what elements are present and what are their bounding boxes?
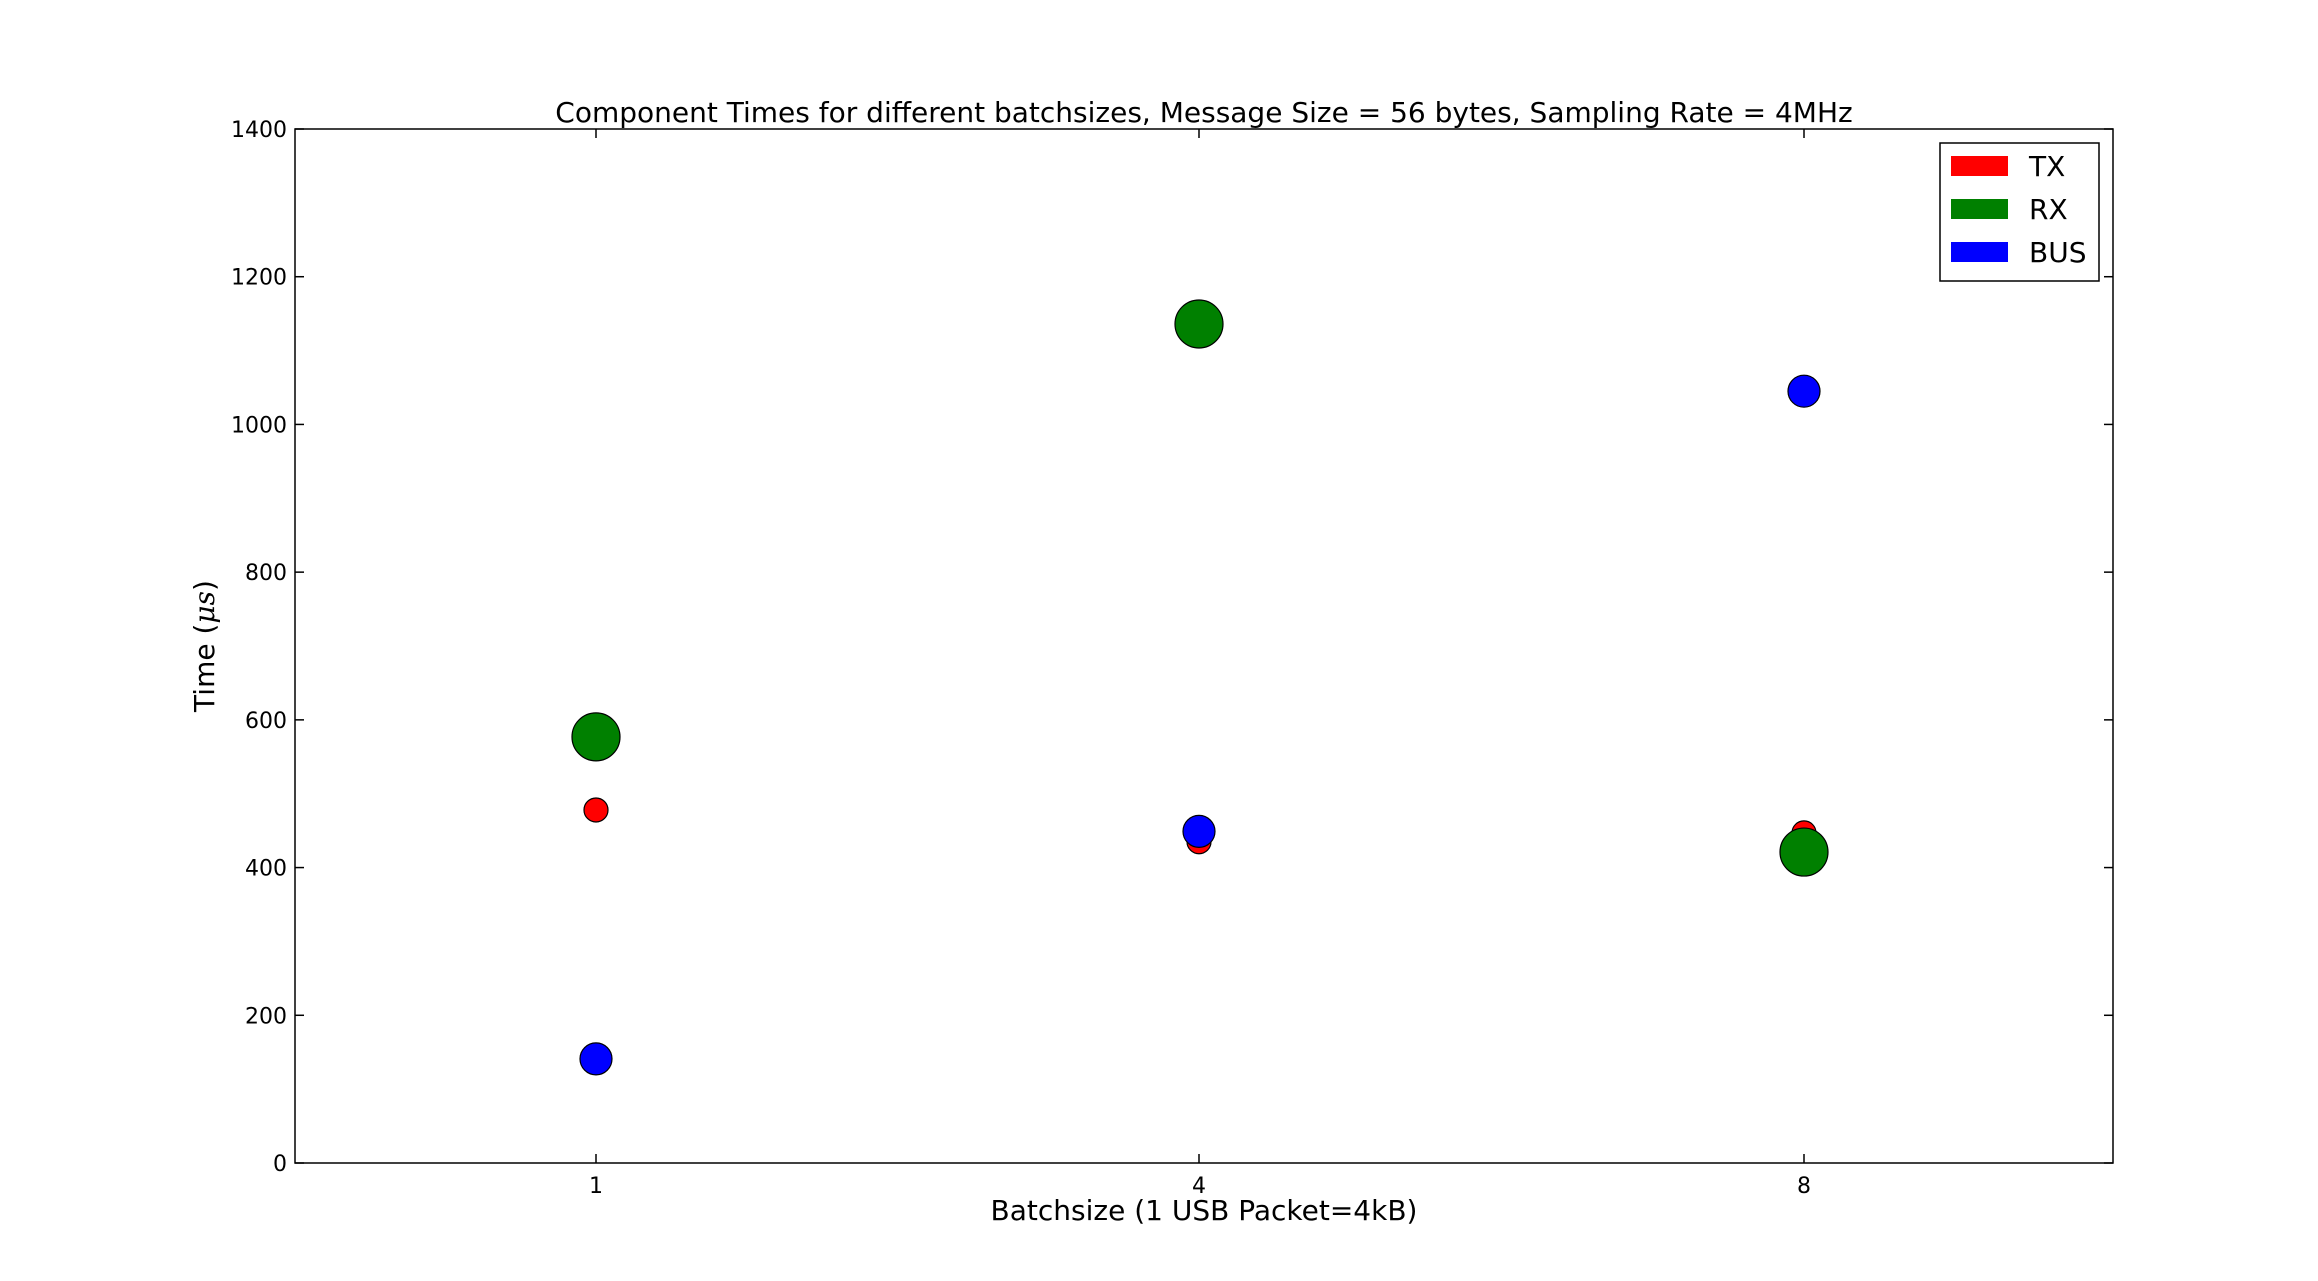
y-axis-label-unit: μs [188,591,221,624]
y-tick-label: 200 [245,1004,287,1029]
data-point-bus [579,1042,613,1076]
chart-title: Component Times for different batchsizes… [555,96,1852,129]
legend-swatch-tx [1951,156,2008,176]
x-tick-label: 1 [589,1174,603,1199]
legend-swatch-bus [1951,242,2008,262]
data-point-bus [1787,374,1821,408]
y-tick-label: 1400 [231,118,287,143]
y-axis-label-prefix: Time ( [188,624,221,713]
legend: TX RX BUS [1939,142,2100,282]
y-tick-label: 600 [245,709,287,734]
y-tick-label: 0 [273,1152,287,1177]
y-axis-ticks: 0 200 400 600 800 1000 1200 1400 [231,118,2113,1177]
y-tick-label: 800 [245,561,287,586]
legend-label-bus: BUS [2029,236,2086,269]
data-points [571,299,1829,1076]
data-point-rx [1174,299,1224,349]
y-axis-label-suffix: ) [188,580,221,591]
x-tick-label: 8 [1797,1174,1811,1199]
data-point-rx [571,712,621,762]
data-point-tx [583,797,609,823]
y-tick-label: 400 [245,857,287,882]
legend-label-rx: RX [2029,193,2068,226]
plot-area [294,128,2114,1164]
x-tick-label: 4 [1192,1174,1206,1199]
y-axis-label: Time (μs) [188,580,221,713]
legend-swatch-rx [1951,199,2008,219]
data-point-rx [1779,827,1829,877]
x-axis-label: Batchsize (1 USB Packet=4kB) [991,1194,1418,1227]
y-tick-label: 1000 [231,413,287,438]
x-axis-ticks: 1 4 8 [589,129,1811,1199]
legend-label-tx: TX [2028,150,2065,183]
y-tick-label: 1200 [231,266,287,291]
data-point-bus [1182,814,1216,848]
